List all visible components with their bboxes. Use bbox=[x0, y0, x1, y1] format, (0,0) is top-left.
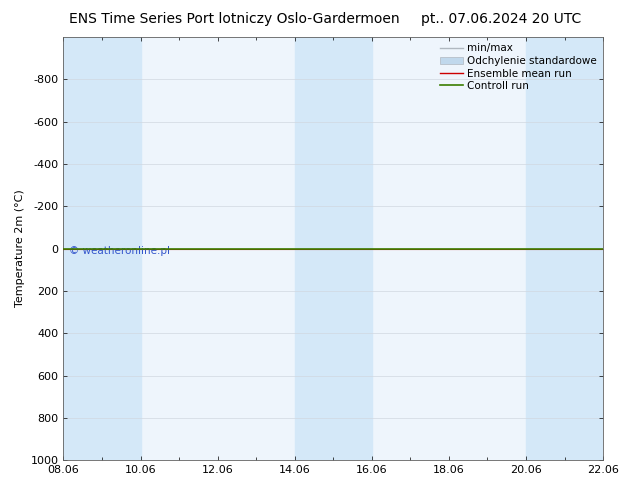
Bar bbox=[295, 37, 372, 460]
Bar bbox=[526, 37, 603, 460]
Bar bbox=[63, 37, 141, 460]
Text: pt.. 07.06.2024 20 UTC: pt.. 07.06.2024 20 UTC bbox=[421, 12, 581, 26]
Y-axis label: Temperature 2m (°C): Temperature 2m (°C) bbox=[15, 190, 25, 307]
Text: © weatheronline.pl: © weatheronline.pl bbox=[69, 246, 170, 256]
Text: ENS Time Series Port lotniczy Oslo-Gardermoen: ENS Time Series Port lotniczy Oslo-Garde… bbox=[69, 12, 400, 26]
Legend: min/max, Odchylenie standardowe, Ensemble mean run, Controll run: min/max, Odchylenie standardowe, Ensembl… bbox=[436, 39, 601, 95]
